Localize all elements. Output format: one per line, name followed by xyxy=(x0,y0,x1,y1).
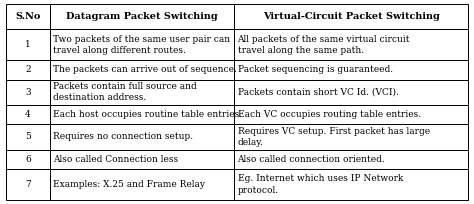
Bar xyxy=(6,60,50,80)
Text: Virtual-Circuit Packet Switching: Virtual-Circuit Packet Switching xyxy=(263,12,439,21)
Text: 3: 3 xyxy=(25,88,31,97)
Bar xyxy=(50,105,234,124)
Text: Packet sequencing is guaranteed.: Packet sequencing is guaranteed. xyxy=(237,65,392,74)
Text: All packets of the same virtual circuit
travel along the same path.: All packets of the same virtual circuit … xyxy=(237,35,410,55)
Text: 2: 2 xyxy=(25,65,31,74)
Text: The packets can arrive out of sequence.: The packets can arrive out of sequence. xyxy=(53,65,237,74)
Text: Requires VC setup. First packet has large
delay.: Requires VC setup. First packet has larg… xyxy=(237,127,429,147)
Text: Datagram Packet Switching: Datagram Packet Switching xyxy=(66,12,218,21)
Bar xyxy=(6,169,50,200)
Bar xyxy=(6,29,50,60)
Text: Examples: X.25 and Frame Relay: Examples: X.25 and Frame Relay xyxy=(53,180,205,189)
Bar xyxy=(50,124,234,150)
Text: S.No: S.No xyxy=(15,12,41,21)
Bar xyxy=(50,169,234,200)
Text: 4: 4 xyxy=(25,110,31,119)
Text: 7: 7 xyxy=(25,180,31,189)
Bar xyxy=(234,150,468,169)
Bar xyxy=(6,80,50,105)
Bar xyxy=(234,124,468,150)
Text: Also called Connection less: Also called Connection less xyxy=(53,155,178,164)
Text: Packets contain short VC Id. (VCI).: Packets contain short VC Id. (VCI). xyxy=(237,88,398,97)
Bar xyxy=(234,105,468,124)
Text: 6: 6 xyxy=(25,155,31,164)
Text: 5: 5 xyxy=(25,132,31,141)
Bar xyxy=(50,4,234,29)
Text: Each host occupies routine table entries.: Each host occupies routine table entries… xyxy=(53,110,242,119)
Text: Requires no connection setup.: Requires no connection setup. xyxy=(53,132,193,141)
Bar xyxy=(234,4,468,29)
Bar xyxy=(234,169,468,200)
Bar xyxy=(6,124,50,150)
Text: Each VC occupies routing table entries.: Each VC occupies routing table entries. xyxy=(237,110,420,119)
Text: Packets contain full source and
destination address.: Packets contain full source and destinat… xyxy=(53,82,197,102)
Bar xyxy=(6,4,50,29)
Bar xyxy=(50,29,234,60)
Bar xyxy=(234,60,468,80)
Bar xyxy=(50,60,234,80)
Bar xyxy=(234,80,468,105)
Bar xyxy=(6,105,50,124)
Text: Two packets of the same user pair can
travel along different routes.: Two packets of the same user pair can tr… xyxy=(53,35,230,55)
Bar xyxy=(50,150,234,169)
Bar xyxy=(234,29,468,60)
Bar xyxy=(50,80,234,105)
Text: 1: 1 xyxy=(25,40,31,49)
Text: Eg. Internet which uses IP Network
protocol.: Eg. Internet which uses IP Network proto… xyxy=(237,174,403,195)
Text: Also called connection oriented.: Also called connection oriented. xyxy=(237,155,385,164)
Bar xyxy=(6,150,50,169)
